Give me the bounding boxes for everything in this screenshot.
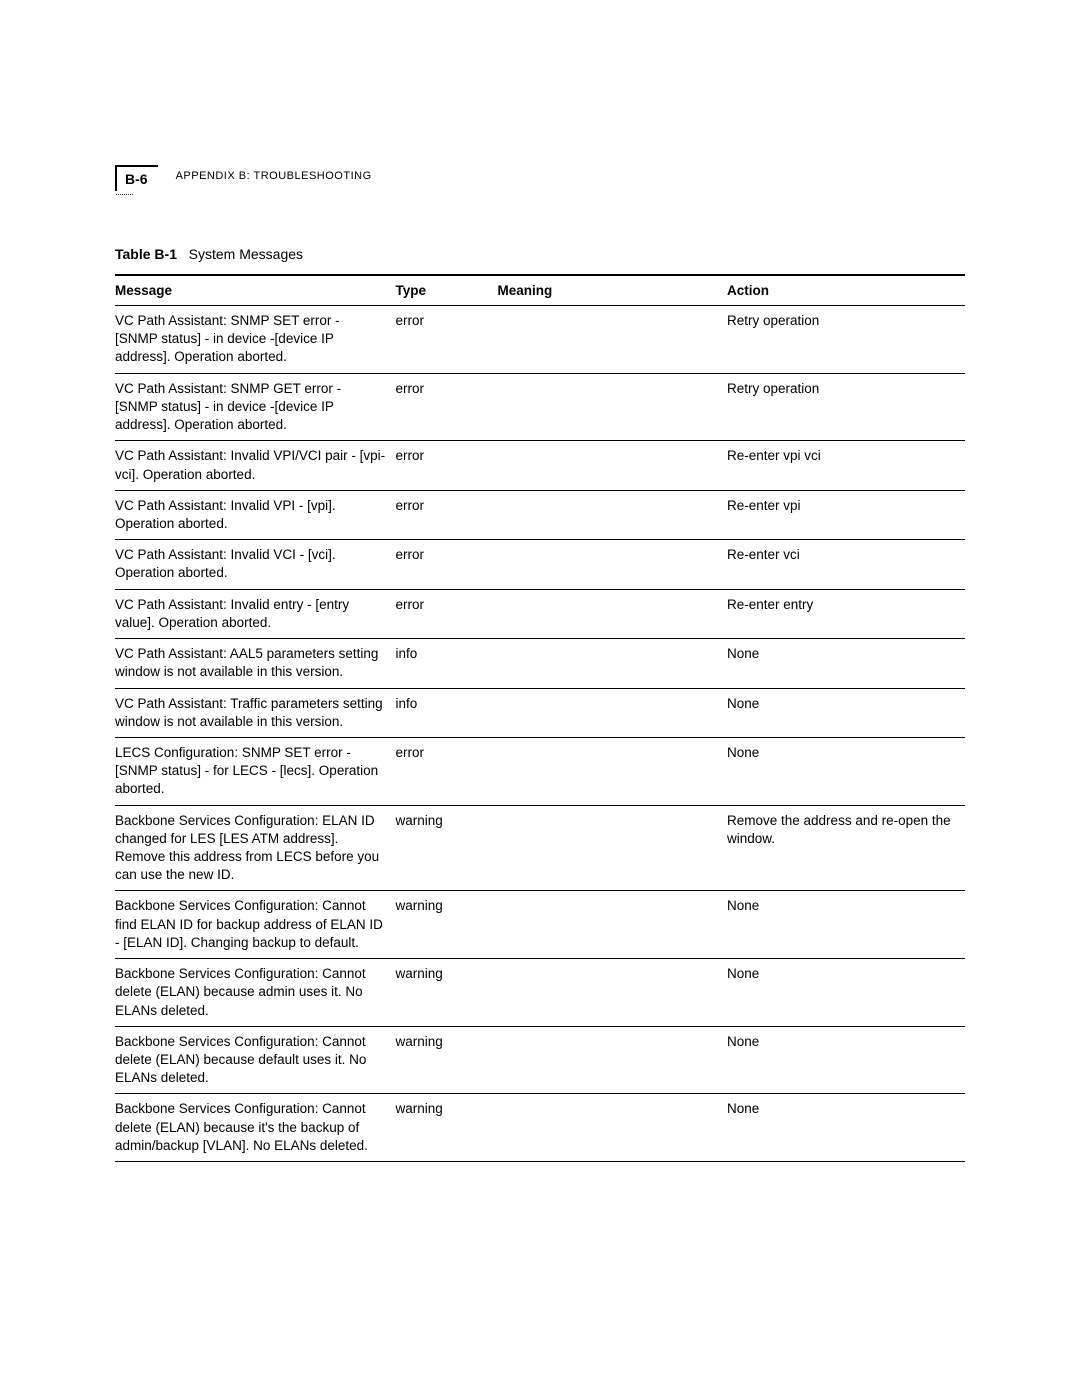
table-row: VC Path Assistant: Traffic parameters se… <box>115 688 965 737</box>
cell-action: Re-enter entry <box>727 589 965 638</box>
cell-action: None <box>727 1094 965 1162</box>
cell-type: info <box>396 688 498 737</box>
cell-meaning <box>498 688 728 737</box>
cell-meaning <box>498 891 728 959</box>
cell-message: Backbone Services Configuration: Cannot … <box>115 1026 396 1094</box>
table-row: Backbone Services Configuration: Cannot … <box>115 891 965 959</box>
table-row: VC Path Assistant: Invalid VCI - [vci]. … <box>115 540 965 589</box>
cell-action: Re-enter vci <box>727 540 965 589</box>
table-caption-bold: Table B-1 <box>115 246 177 262</box>
cell-meaning <box>498 805 728 891</box>
cell-meaning <box>498 1094 728 1162</box>
cell-message: VC Path Assistant: Invalid VPI - [vpi]. … <box>115 490 396 539</box>
cell-meaning <box>498 441 728 490</box>
cell-type: error <box>396 306 498 374</box>
table-row: Backbone Services Configuration: Cannot … <box>115 959 965 1027</box>
cell-action: Remove the address and re-open the windo… <box>727 805 965 891</box>
cell-action: Re-enter vpi vci <box>727 441 965 490</box>
cell-message: Backbone Services Configuration: ELAN ID… <box>115 805 396 891</box>
cell-meaning <box>498 737 728 805</box>
appendix-label: APPENDIX B: TROUBLESHOOTING <box>176 165 372 182</box>
cell-type: warning <box>396 805 498 891</box>
cell-type: error <box>396 589 498 638</box>
cell-action: None <box>727 737 965 805</box>
cell-message: VC Path Assistant: AAL5 parameters setti… <box>115 639 396 688</box>
table-row: VC Path Assistant: SNMP GET error - [SNM… <box>115 373 965 441</box>
table-row: Backbone Services Configuration: Cannot … <box>115 1026 965 1094</box>
cell-message: Backbone Services Configuration: Cannot … <box>115 959 396 1027</box>
cell-meaning <box>498 959 728 1027</box>
cell-type: error <box>396 441 498 490</box>
appendix-text: APPENDIX B: TROUBLESHOOTING <box>176 170 372 182</box>
table-row: VC Path Assistant: SNMP SET error - [SNM… <box>115 306 965 374</box>
col-header-action: Action <box>727 275 965 306</box>
cell-message: Backbone Services Configuration: Cannot … <box>115 1094 396 1162</box>
page-number: B-6 <box>125 171 148 187</box>
cell-type: warning <box>396 891 498 959</box>
table-caption: Table B-1 System Messages <box>115 246 965 262</box>
cell-message: VC Path Assistant: Invalid VCI - [vci]. … <box>115 540 396 589</box>
cell-message: VC Path Assistant: SNMP SET error - [SNM… <box>115 306 396 374</box>
cell-type: error <box>396 540 498 589</box>
page-header: B-6 ········· APPENDIX B: TROUBLESHOOTIN… <box>115 165 965 191</box>
cell-meaning <box>498 373 728 441</box>
cell-action: Retry operation <box>727 306 965 374</box>
cell-meaning <box>498 306 728 374</box>
col-header-message: Message <box>115 275 396 306</box>
system-messages-table: Message Type Meaning Action VC Path Assi… <box>115 274 965 1162</box>
cell-meaning <box>498 540 728 589</box>
cell-meaning <box>498 1026 728 1094</box>
cell-meaning <box>498 639 728 688</box>
cell-type: info <box>396 639 498 688</box>
dots-decoration: ········· <box>115 189 133 199</box>
cell-action: Retry operation <box>727 373 965 441</box>
cell-type: error <box>396 373 498 441</box>
cell-type: warning <box>396 1026 498 1094</box>
table-row: Backbone Services Configuration: Cannot … <box>115 1094 965 1162</box>
table-row: LECS Configuration: SNMP SET error - [SN… <box>115 737 965 805</box>
cell-type: error <box>396 490 498 539</box>
cell-message: Backbone Services Configuration: Cannot … <box>115 891 396 959</box>
cell-message: VC Path Assistant: Invalid entry - [entr… <box>115 589 396 638</box>
cell-meaning <box>498 589 728 638</box>
col-header-type: Type <box>396 275 498 306</box>
table-body: VC Path Assistant: SNMP SET error - [SNM… <box>115 306 965 1162</box>
cell-action: Re-enter vpi <box>727 490 965 539</box>
cell-action: None <box>727 688 965 737</box>
cell-type: error <box>396 737 498 805</box>
page-number-box: B-6 ········· <box>115 165 158 191</box>
table-header-row: Message Type Meaning Action <box>115 275 965 306</box>
table-row: VC Path Assistant: AAL5 parameters setti… <box>115 639 965 688</box>
cell-action: None <box>727 639 965 688</box>
table-caption-rest: System Messages <box>189 246 303 262</box>
col-header-meaning: Meaning <box>498 275 728 306</box>
table-row: VC Path Assistant: Invalid VPI/VCI pair … <box>115 441 965 490</box>
table-row: Backbone Services Configuration: ELAN ID… <box>115 805 965 891</box>
table-row: VC Path Assistant: Invalid entry - [entr… <box>115 589 965 638</box>
cell-message: LECS Configuration: SNMP SET error - [SN… <box>115 737 396 805</box>
table-row: VC Path Assistant: Invalid VPI - [vpi]. … <box>115 490 965 539</box>
cell-type: warning <box>396 1094 498 1162</box>
cell-action: None <box>727 959 965 1027</box>
cell-message: VC Path Assistant: Invalid VPI/VCI pair … <box>115 441 396 490</box>
cell-message: VC Path Assistant: SNMP GET error - [SNM… <box>115 373 396 441</box>
cell-action: None <box>727 1026 965 1094</box>
cell-meaning <box>498 490 728 539</box>
cell-message: VC Path Assistant: Traffic parameters se… <box>115 688 396 737</box>
cell-type: warning <box>396 959 498 1027</box>
cell-action: None <box>727 891 965 959</box>
